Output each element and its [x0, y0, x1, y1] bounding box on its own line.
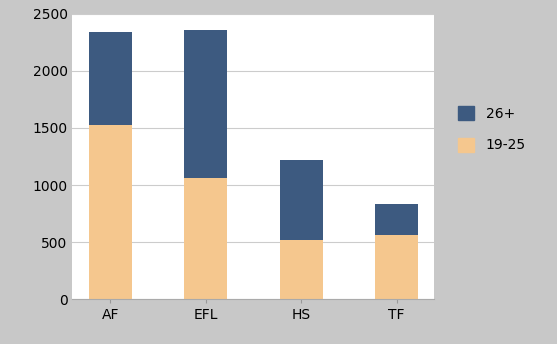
Bar	[89, 125, 132, 299]
Bar	[184, 178, 227, 299]
Bar	[375, 204, 418, 235]
Bar	[184, 30, 227, 178]
Bar	[280, 160, 323, 240]
Legend: 26+, 19-25: 26+, 19-25	[452, 101, 531, 158]
Bar	[89, 32, 132, 125]
Bar	[375, 235, 418, 299]
Bar	[280, 240, 323, 299]
